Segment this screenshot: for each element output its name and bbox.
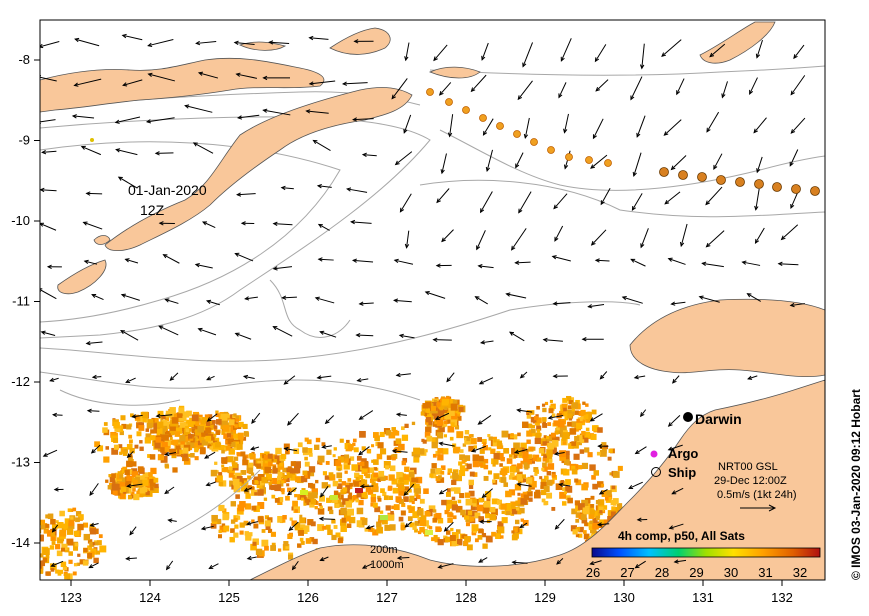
darwin-marker [683,412,693,422]
colorbar-tick-label: 29 [689,565,703,580]
x-tick-label: 130 [613,590,635,605]
sumba-island [57,259,107,295]
colorbar-tick-label: 32 [793,565,807,580]
colorbar-tick-label: 28 [655,565,669,580]
track-point [697,172,707,182]
plot-frame [39,19,826,581]
drifter-track [90,88,820,196]
y-tick-label: -11 [12,294,30,309]
roti-island [93,235,111,245]
argo-legend-marker [650,450,658,458]
x-tick-label: 123 [60,590,82,605]
x-tick-label: 125 [218,590,240,605]
colorbar-tick-label: 30 [724,565,738,580]
land-masses [40,21,825,580]
x-tick-label: 129 [534,590,556,605]
colorbar-tick-label: 31 [758,565,772,580]
x-tick-label: 128 [455,590,477,605]
track-point [479,114,487,122]
colorbar: 4h comp, p50, All Sats 26 27 28 29 30 31 32 [586,529,821,580]
x-tick-label: 131 [692,590,714,605]
valid-time-label: 29-Dec 12:00Z [714,475,787,487]
x-tick-label: 126 [297,590,319,605]
track-point [530,138,538,146]
y-tick-label: -9 [18,133,30,148]
city-label-darwin: Darwin [695,411,742,427]
track-point [496,122,504,130]
track-point [678,170,688,180]
australia-mainland [249,379,825,580]
y-tick-label: -8 [18,52,30,67]
colorbar-ticks: 26 27 28 29 30 31 32 [586,565,807,580]
y-tick-label: -14 [11,535,30,550]
track-point [716,175,726,185]
track-point [445,98,453,106]
y-tick-label: -10 [11,213,30,228]
track-point [565,153,573,161]
source-label: NRT00 GSL [718,461,778,473]
time-label: 12Z [140,202,165,218]
timor-island [104,87,413,252]
colorbar-tick-label: 26 [586,565,600,580]
surface-current-vectors [40,33,806,571]
track-point [513,130,521,138]
track-point [547,146,555,154]
track-point [604,159,612,167]
track-point [585,156,593,164]
y-tick-label: -13 [11,455,30,470]
vector-scale-label: 0.5m/s (1kt 24h) [717,489,796,501]
melville-island [629,298,825,377]
tanimbar-islands [699,21,776,64]
flores-islands [40,57,325,113]
track-point [772,182,782,192]
colorbar-tick-label: 27 [620,565,634,580]
x-tick-label: 127 [376,590,398,605]
colorbar-gradient [591,547,821,558]
y-tick-label: -12 [11,374,30,389]
track-point [659,167,669,177]
track-point [735,177,745,187]
date-label: 01-Jan-2020 [128,182,207,198]
babar-islands [428,66,481,79]
legend: Argo Ship NRT00 GSL 29-Dec 12:00Z 0.5m/s… [650,446,796,512]
track-point [462,106,470,114]
x-tick-label: 124 [139,590,161,605]
ship-legend-marker [651,467,661,477]
track-point [810,186,820,196]
colorbar-title: 4h comp, p50, All Sats [618,529,745,543]
isobath-label-200m: 200m [370,544,398,556]
isobath-label-1000m: 1000m [370,559,404,571]
latitude-axis: -8 -9 -10 -11 -12 -13 -14 [11,52,40,550]
argo-legend-label: Argo [668,446,698,461]
track-point [426,88,434,96]
map-plot-area [40,20,825,580]
credit-label: © IMOS 03-Jan-2020 09:12 Hobart [849,389,863,580]
track-point [791,184,801,194]
track-point [754,179,764,189]
sea-surface-temperature-layer [40,395,636,580]
longitude-axis: 123 124 125 126 127 128 129 130 131 132 [60,580,793,605]
ship-legend-label: Ship [668,465,696,480]
x-tick-label: 132 [771,590,793,605]
